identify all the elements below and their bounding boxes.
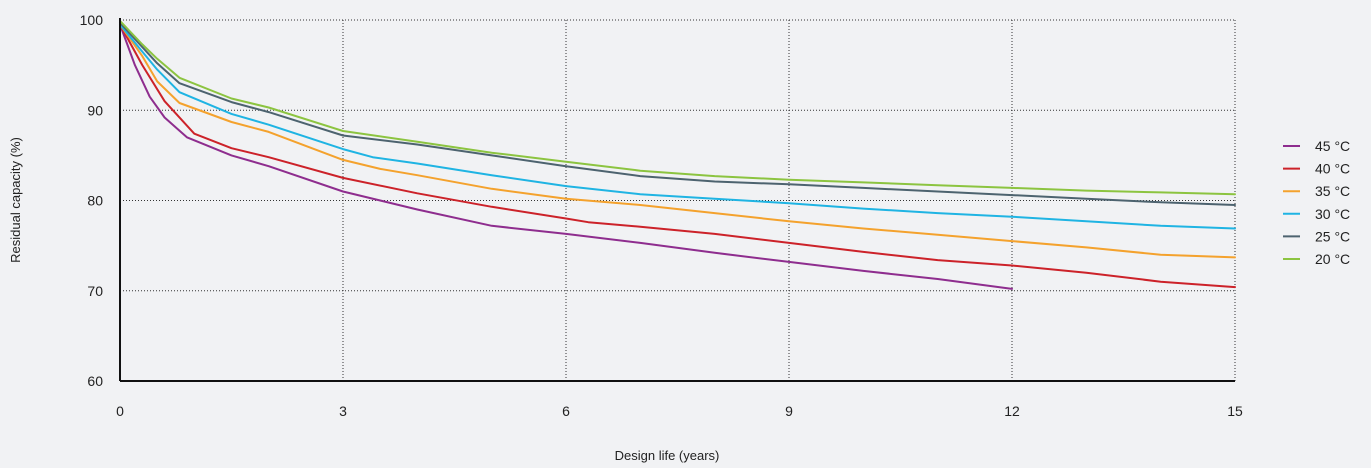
x-axis-title: Design life (years)	[615, 448, 720, 463]
series-line	[119, 21, 1236, 206]
legend-label: 25 °C	[1315, 228, 1350, 244]
x-tick-label: 9	[785, 403, 793, 419]
y-tick-label: 80	[87, 193, 103, 209]
legend: 45 °C 40 °C 35 °C 30 °C 25 °C 20 °C	[1283, 138, 1350, 267]
y-tick-label: 100	[80, 12, 104, 28]
series-line	[119, 23, 1013, 290]
axes	[119, 18, 1235, 382]
legend-label: 40 °C	[1315, 161, 1350, 177]
x-tick-label: 6	[562, 403, 570, 419]
y-axis-title: Residual capacity (%)	[8, 137, 23, 263]
legend-label: 30 °C	[1315, 206, 1350, 222]
series-line	[119, 19, 1236, 196]
x-tick-label: 0	[116, 403, 124, 419]
series-lines	[119, 19, 1236, 290]
y-tick-label: 90	[87, 102, 103, 118]
legend-label: 35 °C	[1315, 183, 1350, 199]
legend-label: 20 °C	[1315, 251, 1350, 267]
grid-lines	[120, 19, 1236, 381]
x-tick-label: 3	[339, 403, 347, 419]
tick-labels: 60 70 80 90 100 0 3 6 9 12 15	[80, 12, 1243, 419]
series-line	[119, 23, 1236, 289]
x-tick-label: 12	[1004, 403, 1020, 419]
series-line	[119, 23, 1236, 259]
y-tick-label: 70	[87, 283, 103, 299]
x-tick-label: 15	[1227, 403, 1243, 419]
series-line	[119, 23, 1236, 230]
y-tick-label: 60	[87, 373, 103, 389]
legend-label: 45 °C	[1315, 138, 1350, 154]
